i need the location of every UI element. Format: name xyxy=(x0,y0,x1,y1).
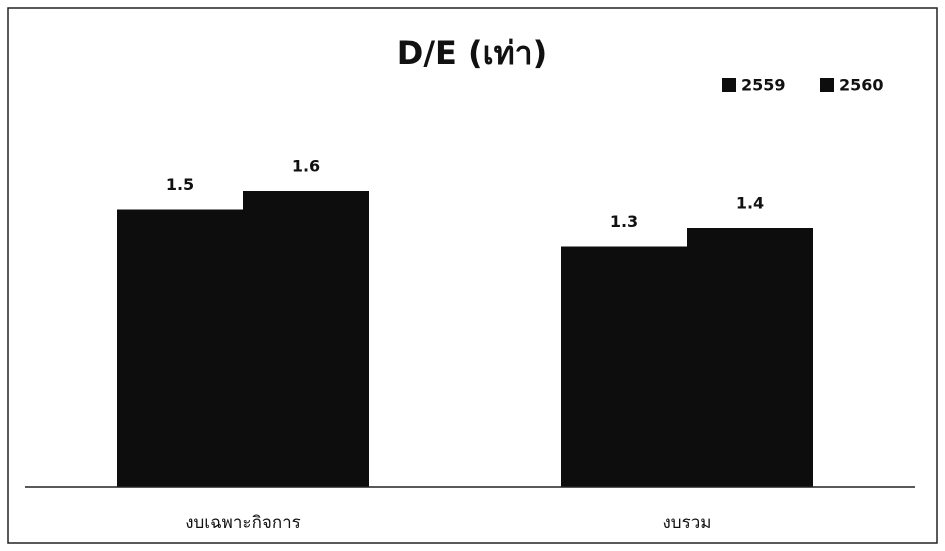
legend-swatch xyxy=(722,78,736,92)
bar xyxy=(687,228,813,487)
chart-title: D/E (เท่า) xyxy=(397,34,548,72)
bar xyxy=(243,191,369,487)
legend-swatch xyxy=(820,78,834,92)
data-label: 1.6 xyxy=(292,157,320,176)
bar xyxy=(117,209,243,487)
data-label: 1.5 xyxy=(166,175,194,194)
data-label: 1.4 xyxy=(736,194,764,213)
data-label: 1.3 xyxy=(610,212,638,231)
legend-label: 2559 xyxy=(741,76,786,95)
x-tick-label: งบเฉพาะกิจการ xyxy=(185,513,301,533)
bar xyxy=(561,246,687,487)
legend-label: 2560 xyxy=(839,76,884,95)
x-tick-label: งบรวม xyxy=(663,513,712,533)
